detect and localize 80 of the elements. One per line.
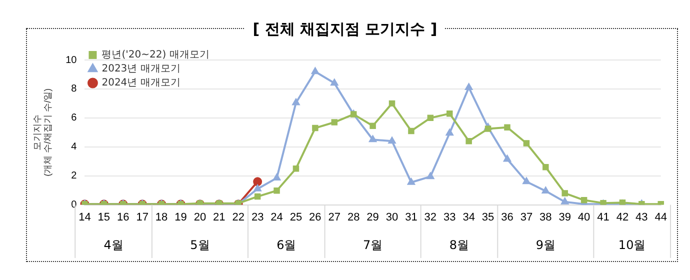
point	[562, 190, 568, 196]
x-tick-label: 14	[78, 211, 91, 224]
point	[254, 193, 261, 200]
text: 7월	[362, 238, 383, 252]
point	[466, 138, 472, 144]
y-tick-label: 8	[71, 84, 78, 95]
x-tick-label: 20	[194, 211, 206, 224]
point	[446, 110, 453, 117]
point	[427, 114, 434, 122]
point	[426, 172, 434, 180]
x-tick-label: 15	[98, 211, 110, 224]
x-tick-label: 40	[578, 211, 590, 224]
x-tick-label: 17	[136, 211, 148, 224]
x-tick-label: 24	[270, 211, 283, 224]
x-tick-label: 25	[290, 211, 302, 224]
point	[312, 124, 318, 132]
point	[542, 164, 549, 170]
point	[254, 184, 262, 192]
x-tick-label: 16	[117, 211, 130, 224]
point	[330, 79, 338, 86]
x-tick-label: 39	[558, 211, 571, 224]
point	[465, 84, 472, 90]
point	[504, 124, 510, 130]
point	[388, 100, 396, 107]
point	[312, 68, 319, 74]
y-tick-label: 2	[71, 170, 78, 182]
point	[561, 198, 568, 204]
x-tick-label: 23	[251, 211, 264, 224]
text: 5월	[190, 238, 210, 252]
x-tick-label: 30	[386, 211, 398, 224]
x-tick-label: 42	[616, 211, 629, 224]
y-tick-label: 10	[66, 54, 78, 66]
point	[542, 187, 550, 194]
point	[388, 137, 396, 144]
x-tick-label: 33	[444, 211, 456, 224]
text: 4월	[104, 238, 124, 252]
x-tick-label: 38	[540, 211, 552, 224]
x-tick-label: 37	[520, 211, 533, 224]
point	[253, 177, 262, 186]
x-tick-label: 21	[213, 211, 226, 224]
x-tick-label: 43	[636, 211, 648, 224]
x-tick-label: 34	[462, 211, 475, 224]
x-tick-label: 28	[347, 211, 360, 224]
point	[369, 136, 376, 142]
point	[331, 119, 338, 126]
y-axis-title: 모기지수 (개체 수/채집기 수/일)	[32, 88, 53, 176]
point	[292, 98, 300, 106]
x-tick-label: 18	[155, 211, 168, 224]
x-tick-label: 35	[482, 211, 494, 224]
point	[408, 178, 415, 185]
x-tick-label: 29	[366, 211, 379, 224]
point	[274, 187, 280, 194]
text: 6월	[276, 238, 296, 252]
x-tick-label: 22	[232, 211, 244, 224]
x-tick-label: 31	[405, 211, 418, 224]
point	[446, 129, 454, 136]
point	[522, 178, 530, 184]
point	[273, 174, 280, 181]
x-tick-label: 26	[309, 211, 322, 224]
point	[408, 128, 414, 134]
x-tick-label: 36	[501, 211, 514, 224]
x-tick-label: 44	[654, 211, 668, 224]
text: 10월	[618, 238, 646, 252]
text: 9월	[536, 238, 556, 252]
legend-label: 평년('20~22) 매개모기	[102, 50, 210, 61]
point	[292, 165, 300, 172]
x-tick-label: 27	[328, 211, 341, 224]
x-tick-label: 41	[597, 211, 610, 224]
legend-label: 2023년 매개모기	[102, 64, 180, 75]
point	[523, 140, 530, 146]
legend-label: 2024년 매개모기	[102, 78, 180, 89]
point	[370, 122, 376, 130]
point	[484, 126, 492, 132]
y-tick-label: 6	[71, 112, 78, 124]
x-tick-label: 32	[424, 211, 437, 224]
x-tick-label: 19	[174, 211, 187, 224]
text: 8월	[449, 238, 470, 252]
y-tick-label: 4	[71, 142, 78, 153]
point	[504, 155, 511, 162]
chart-title: [ 전체 채집지점 모기지수 ]	[244, 20, 446, 38]
